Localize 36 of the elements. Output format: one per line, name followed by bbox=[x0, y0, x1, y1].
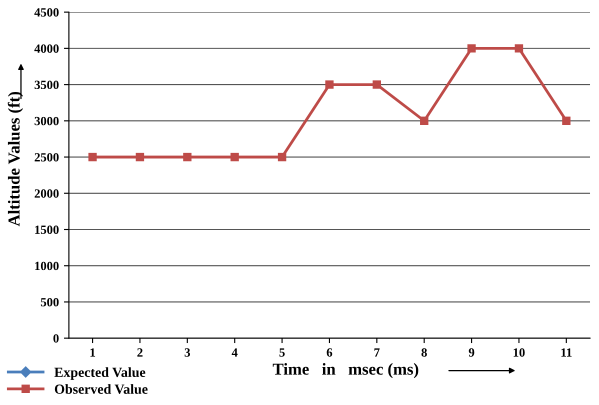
y-tick-label: 3500 bbox=[34, 80, 59, 90]
x-tick-label: 8 bbox=[421, 348, 427, 357]
y-tick-label: 1500 bbox=[35, 226, 59, 234]
y-tick-label: 0 bbox=[53, 334, 59, 343]
x-tick-label: 7 bbox=[374, 348, 380, 357]
point bbox=[467, 44, 476, 53]
legend-label: Observed Value bbox=[54, 384, 148, 394]
x-tick-label: 3 bbox=[184, 348, 190, 357]
x-tick-label: 1 bbox=[90, 348, 96, 357]
y-tick-label: 3000 bbox=[34, 116, 59, 126]
x-tick-label: 5 bbox=[279, 348, 285, 357]
y-tick-label: 500 bbox=[40, 298, 59, 306]
y-tick-label: 4000 bbox=[34, 44, 59, 53]
point bbox=[230, 152, 239, 162]
x-tick-label: 10 bbox=[514, 348, 525, 357]
point bbox=[514, 44, 524, 53]
point bbox=[136, 152, 144, 162]
legend-label: Expected Value bbox=[54, 367, 146, 380]
point bbox=[420, 116, 428, 125]
x-tick-label: 6 bbox=[326, 348, 332, 357]
x-tick-label: 4 bbox=[232, 348, 238, 357]
x-tick-label: 9 bbox=[468, 348, 474, 357]
point bbox=[88, 152, 97, 162]
point bbox=[372, 80, 381, 89]
y-tick-label: 2000 bbox=[34, 189, 59, 198]
y-tick-label: 1000 bbox=[35, 262, 59, 270]
y-tick-label: 4500 bbox=[34, 8, 59, 17]
point bbox=[325, 80, 334, 89]
x-tick-label: 2 bbox=[137, 348, 143, 357]
point bbox=[562, 116, 570, 125]
point bbox=[183, 152, 192, 162]
y-tick-label: 2500 bbox=[34, 153, 59, 162]
x-tick-label: 11 bbox=[561, 348, 572, 357]
point bbox=[278, 152, 286, 162]
y-axis-title: Altitude Values (ft) bbox=[8, 92, 24, 226]
x-axis-title: Time in msec (ms) bbox=[272, 363, 418, 378]
